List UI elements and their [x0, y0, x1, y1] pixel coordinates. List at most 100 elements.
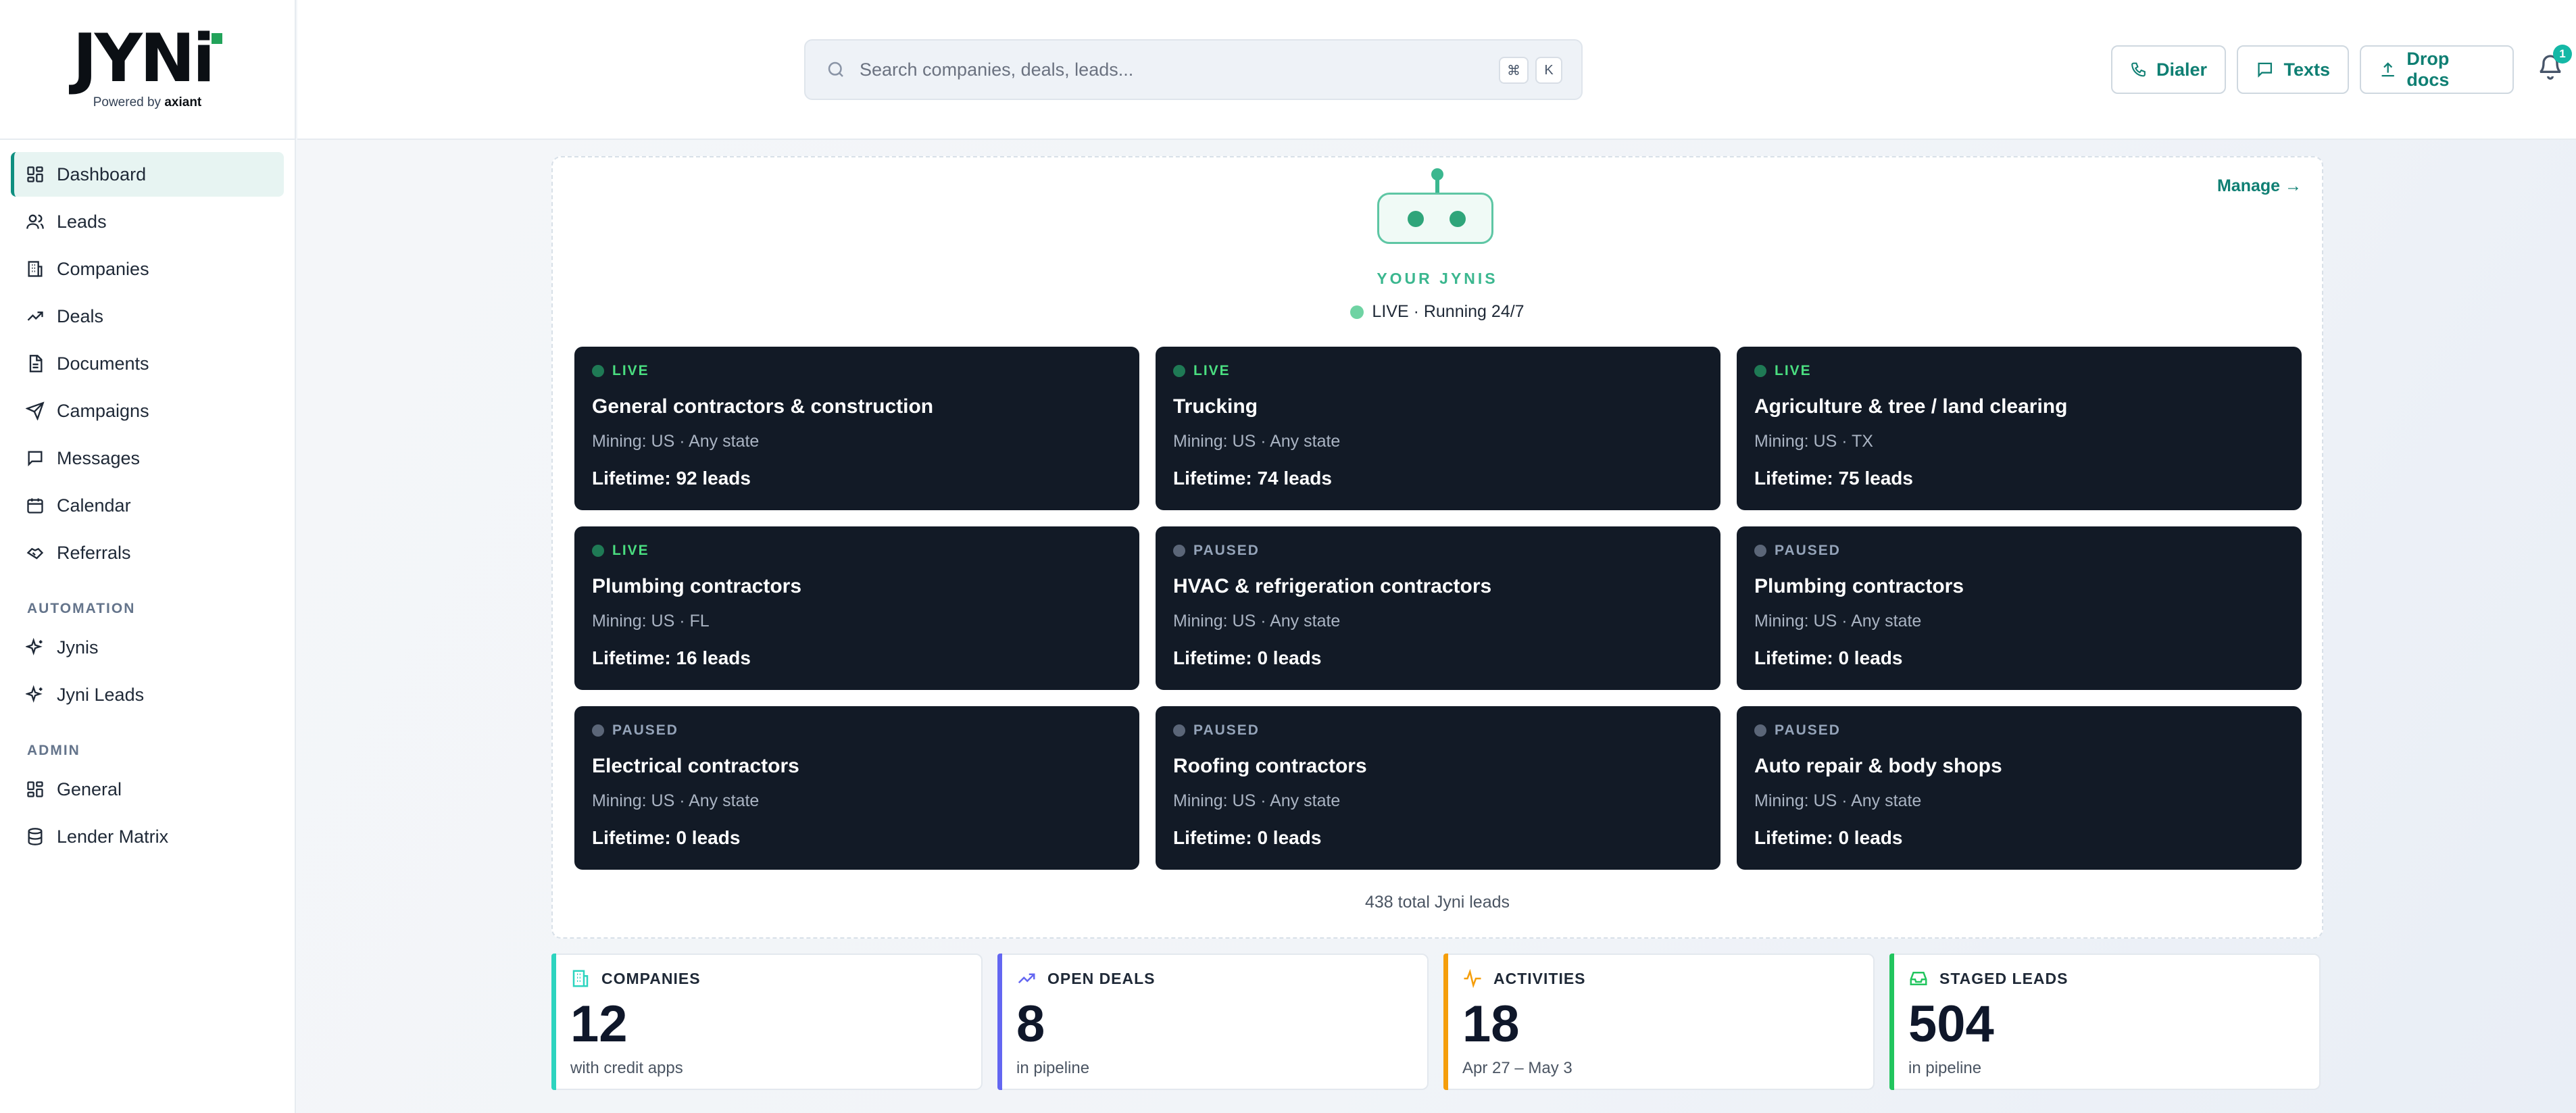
jyni-status-label: PAUSED: [612, 722, 678, 738]
inbox-icon: [1910, 972, 1927, 985]
building-icon: [572, 970, 589, 987]
sidebar-nav: Dashboard Leads Companies Deals Document…: [0, 140, 295, 874]
jyni-card[interactable]: LIVE General contractors & construction Mi…: [574, 347, 1139, 510]
jyni-mining: Mining: US · Any state: [1173, 432, 1341, 451]
jyni-status-label: LIVE: [1193, 363, 1231, 378]
topbar: ⌘ K Dialer Texts Drop docs 1: [297, 0, 2576, 140]
status-dot-icon: [1173, 365, 1185, 377]
jyni-status-label: PAUSED: [1193, 722, 1260, 738]
status-dot-icon: [1754, 724, 1766, 737]
stat-label: ACTIVITIES: [1493, 969, 1586, 987]
stat-value: 504: [1908, 995, 1994, 1053]
jyni-name: Roofing contractors: [1173, 755, 1367, 777]
dialer-button[interactable]: Dialer: [2111, 45, 2226, 94]
stat-accent-bar: [551, 954, 556, 1090]
jyni-cards-grid: LIVE General contractors & construction Mi…: [574, 347, 2302, 870]
sidebar-item-messages[interactable]: Messages: [11, 436, 284, 480]
jyni-card[interactable]: PAUSED Auto repair & body shops Mining: US…: [1737, 706, 2302, 870]
sidebar-item-jyni-leads[interactable]: Jyni Leads: [11, 672, 284, 717]
sidebar-item-campaigns[interactable]: Campaigns: [11, 389, 284, 433]
users-icon: [26, 214, 44, 229]
stat-label: OPEN DEALS: [1047, 969, 1156, 987]
sidebar-item-label: Lender Matrix: [57, 826, 169, 847]
powered-by: Powered by axiant: [93, 95, 202, 110]
stat-accent-bar: [1889, 954, 1894, 1090]
stat-subtitle: in pipeline: [1016, 1059, 1090, 1077]
stat-accent-bar: [997, 954, 1002, 1090]
sidebar-item-deals[interactable]: Deals: [11, 294, 284, 339]
sidebar-item-label: Calendar: [57, 495, 131, 516]
shortcut-key: K: [1535, 57, 1562, 84]
jyni-card[interactable]: PAUSED HVAC & refrigeration contractors Mi…: [1156, 526, 1720, 690]
notifications-button[interactable]: 1: [2537, 45, 2572, 86]
admin-section-title: ADMIN: [27, 743, 80, 758]
jyni-status: LIVE: [1173, 363, 1703, 379]
sidebar-item-documents[interactable]: Documents: [11, 341, 284, 386]
sidebar-item-leads[interactable]: Leads: [11, 199, 284, 244]
activity-icon: [1464, 968, 1481, 989]
document-icon: [29, 355, 43, 372]
search-icon: [828, 61, 843, 77]
sidebar-item-lender-matrix[interactable]: Lender Matrix: [11, 814, 284, 859]
dashboard-icon: [27, 166, 43, 182]
grid-icon: [27, 781, 43, 797]
jyni-card[interactable]: LIVE Agriculture & tree / land clearing Mi…: [1737, 347, 2302, 510]
jyni-lifetime: Lifetime: 0 leads: [592, 827, 741, 848]
sidebar-item-companies[interactable]: Companies: [11, 247, 284, 291]
stat-label: STAGED LEADS: [1939, 969, 2069, 987]
drop-docs-button[interactable]: Drop docs: [2360, 45, 2514, 94]
jyni-status: PAUSED: [592, 722, 1122, 739]
jyni-card[interactable]: LIVE Trucking Mining: US · Any state Lifeti…: [1156, 347, 1720, 510]
sidebar-item-calendar[interactable]: Calendar: [11, 483, 284, 528]
jyni-status-label: PAUSED: [1193, 543, 1260, 558]
jyni-card[interactable]: PAUSED Plumbing contractors Mining: US · A…: [1737, 526, 2302, 690]
sidebar-item-label: Jynis: [57, 637, 99, 658]
jyni-name: General contractors & construction: [592, 395, 934, 418]
jyni-lifetime: Lifetime: 0 leads: [1173, 827, 1322, 848]
jyni-status: PAUSED: [1173, 722, 1703, 739]
brand[interactable]: JYNi Powered by axiant: [0, 0, 295, 140]
stat-header: OPEN DEALS: [1016, 968, 1410, 989]
jyni-status: PAUSED: [1173, 543, 1703, 559]
jyni-card[interactable]: PAUSED Electrical contractors Mining: US ·…: [574, 706, 1139, 870]
stat-card[interactable]: OPEN DEALS 8 in pipeline: [997, 954, 1429, 1090]
drop-docs-label: Drop docs: [2406, 49, 2450, 90]
search-box[interactable]: ⌘ K: [804, 39, 1583, 100]
sidebar-item-label: Messages: [57, 447, 141, 468]
search-input[interactable]: [860, 59, 1468, 80]
phone-icon: [2131, 62, 2146, 77]
texts-button[interactable]: Texts: [2237, 45, 2349, 94]
jyni-lifetime: Lifetime: 16 leads: [592, 647, 751, 668]
jyni-mining: Mining: US · Any state: [592, 432, 760, 451]
jyni-mining: Mining: US · FL: [592, 612, 710, 630]
jyni-status-label: LIVE: [1775, 363, 1812, 378]
sidebar-item-referrals[interactable]: Referrals: [11, 530, 284, 575]
calendar-icon: [27, 498, 43, 514]
jyni-card[interactable]: LIVE Plumbing contractors Mining: US · FL L…: [574, 526, 1139, 690]
main-content: Manage → YOUR JYNIS LIVE · Running 24/7 …: [297, 140, 2576, 1113]
jyni-mining: Mining: US · Any state: [1173, 612, 1341, 630]
jyni-status-label: LIVE: [612, 363, 649, 378]
jyni-status-label: PAUSED: [1775, 543, 1841, 558]
automation-section-title: AUTOMATION: [27, 601, 136, 616]
stat-card[interactable]: ACTIVITIES 18 Apr 27 – May 3: [1443, 954, 1875, 1090]
stat-card[interactable]: STAGED LEADS 504 in pipeline: [1889, 954, 2321, 1090]
jyni-lifetime: Lifetime: 92 leads: [592, 468, 751, 489]
jyni-name: Electrical contractors: [592, 755, 799, 777]
stat-card[interactable]: COMPANIES 12 with credit apps: [551, 954, 983, 1090]
upload-icon: [2381, 62, 2394, 77]
jynis-live-status: LIVE · Running 24/7: [553, 302, 2322, 322]
sidebar-item-jynis[interactable]: Jynis: [11, 625, 284, 670]
jynis-panel: Manage → YOUR JYNIS LIVE · Running 24/7 …: [551, 156, 2323, 939]
jyni-name: HVAC & refrigeration contractors: [1173, 575, 1492, 597]
jyni-status-label: LIVE: [612, 543, 649, 558]
stat-value: 18: [1462, 995, 1520, 1053]
jyni-card[interactable]: PAUSED Roofing contractors Mining: US · An…: [1156, 706, 1720, 870]
sidebar-item-dashboard[interactable]: Dashboard: [11, 152, 284, 197]
message-icon: [2258, 62, 2273, 78]
jyni-status: PAUSED: [1754, 543, 2284, 559]
manage-link[interactable]: Manage →: [2216, 176, 2302, 195]
sidebar-item-general[interactable]: General: [11, 767, 284, 812]
status-dot-icon: [1754, 545, 1766, 557]
jyni-name: Plumbing contractors: [1754, 575, 1964, 597]
